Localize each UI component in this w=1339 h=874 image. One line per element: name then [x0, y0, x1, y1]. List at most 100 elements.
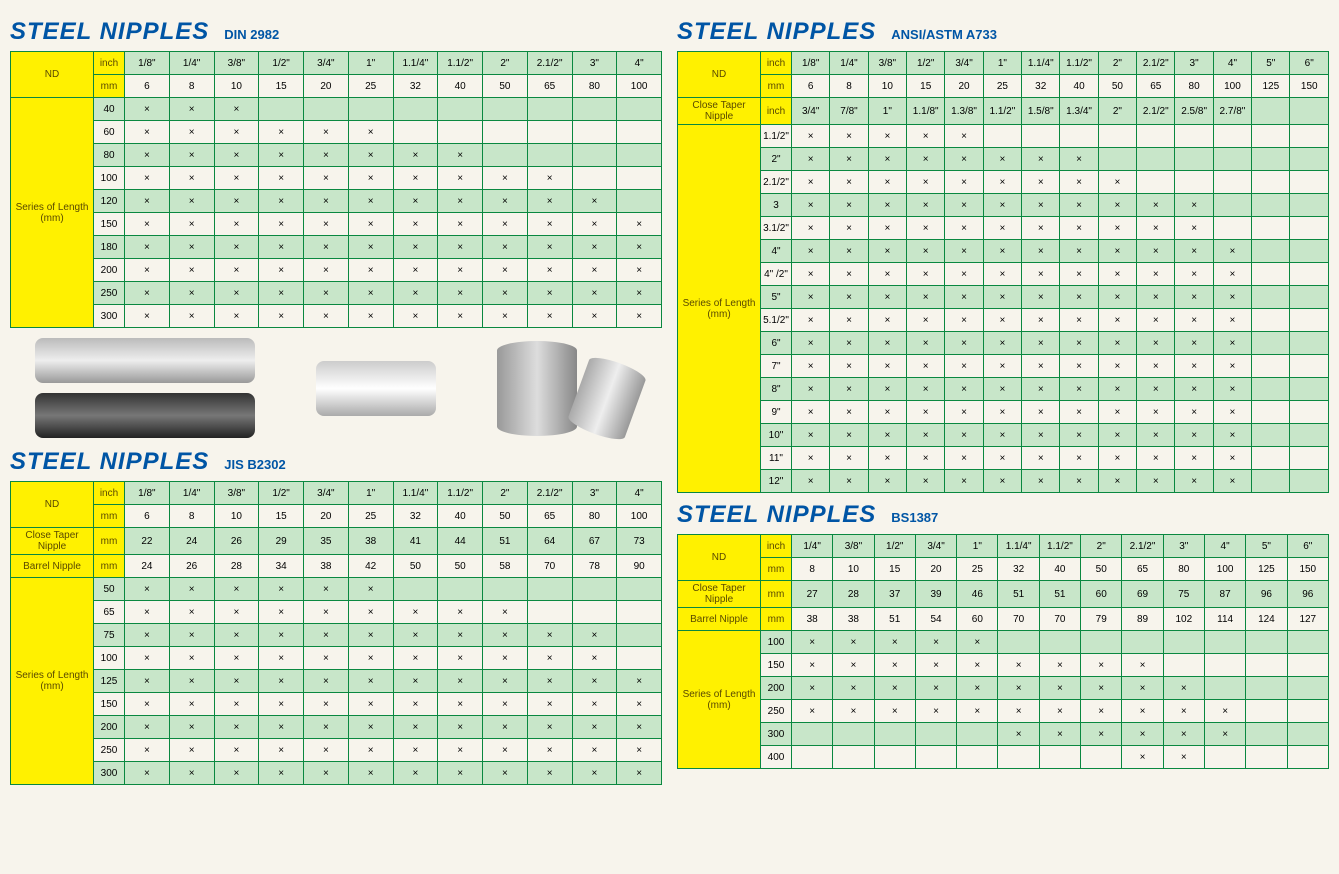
cell: × [125, 213, 170, 236]
cell: × [125, 624, 170, 647]
cell: 1.1/8" [907, 98, 945, 125]
cell [1290, 355, 1329, 378]
cell: mm [761, 75, 792, 98]
cell: × [1060, 286, 1098, 309]
cell: × [259, 670, 304, 693]
cell: × [527, 670, 572, 693]
cell: × [304, 144, 349, 167]
cell: 4" [761, 240, 792, 263]
cell: × [945, 240, 983, 263]
cell: × [1213, 424, 1251, 447]
cell: × [1213, 240, 1251, 263]
cell: × [259, 121, 304, 144]
cell: 125 [1246, 558, 1287, 581]
cell: 2.5/8" [1175, 98, 1213, 125]
cell [998, 631, 1039, 654]
cell: × [214, 647, 259, 670]
cell: × [1039, 700, 1080, 723]
cell: 1" [868, 98, 906, 125]
cell: 69 [1122, 581, 1163, 608]
table-din2982: NDinch1/8"1/4"3/8"1/2"3/4"1"1.1/4"1.1/2"… [10, 51, 662, 328]
cell: 28 [833, 581, 874, 608]
cell: × [125, 121, 170, 144]
cell: 50 [94, 578, 125, 601]
cell [483, 144, 528, 167]
cell [617, 578, 662, 601]
cell: × [483, 601, 528, 624]
cell: × [304, 716, 349, 739]
cell [572, 98, 617, 121]
cell: × [1098, 286, 1136, 309]
cell: × [998, 723, 1039, 746]
cell: × [1098, 240, 1136, 263]
cell: × [1022, 401, 1060, 424]
cell: × [527, 236, 572, 259]
cell: × [483, 624, 528, 647]
cell: × [125, 98, 170, 121]
cell: × [572, 259, 617, 282]
cell: × [393, 167, 438, 190]
cell: 114 [1204, 608, 1245, 631]
cell: 1.1/2" [438, 482, 483, 505]
cell: × [1060, 378, 1098, 401]
cell: 50 [1098, 75, 1136, 98]
cell [617, 647, 662, 670]
cell: × [125, 236, 170, 259]
cell: 32 [998, 558, 1039, 581]
cell: × [792, 401, 830, 424]
cell: 1.3/4" [1060, 98, 1098, 125]
cell: × [1022, 424, 1060, 447]
cell: 1/4" [792, 535, 833, 558]
cell: 1/8" [792, 52, 830, 75]
cell: × [438, 167, 483, 190]
cell: × [1060, 332, 1098, 355]
cell [1290, 309, 1329, 332]
cell: × [868, 424, 906, 447]
cell [527, 144, 572, 167]
cell: × [438, 282, 483, 305]
left-column: STEEL NIPPLESDIN 2982 NDinch1/8"1/4"3/8"… [10, 10, 662, 785]
cell: 73 [617, 528, 662, 555]
cell: 15 [907, 75, 945, 98]
cell: × [214, 259, 259, 282]
cell: × [1175, 424, 1213, 447]
cell [1290, 332, 1329, 355]
cell: × [957, 654, 998, 677]
cell [915, 746, 956, 769]
right-column: STEEL NIPPLESANSI/ASTM A733 NDinch1/8"1/… [677, 10, 1329, 785]
cell: × [945, 217, 983, 240]
cell: × [169, 190, 214, 213]
cell [572, 167, 617, 190]
cell: × [169, 601, 214, 624]
cell: × [1022, 378, 1060, 401]
cell: × [792, 263, 830, 286]
bn-header: Barrel Nipple [11, 555, 94, 578]
cell: × [830, 470, 868, 493]
cell [1081, 631, 1122, 654]
cell: × [1213, 286, 1251, 309]
cell: × [259, 305, 304, 328]
cell: × [125, 693, 170, 716]
cell: × [572, 739, 617, 762]
cell: 2" [1098, 98, 1136, 125]
cell: × [125, 670, 170, 693]
cell [1246, 654, 1287, 677]
cell: × [945, 125, 983, 148]
cell [1290, 286, 1329, 309]
nipple-image-4 [497, 341, 577, 436]
cell: × [874, 700, 915, 723]
cell [1060, 125, 1098, 148]
cell [527, 98, 572, 121]
cell: × [1175, 263, 1213, 286]
cell [1290, 447, 1329, 470]
cell: 89 [1122, 608, 1163, 631]
cell [1081, 746, 1122, 769]
cell: 3" [572, 52, 617, 75]
cell: × [304, 121, 349, 144]
cell: × [169, 121, 214, 144]
cell [617, 601, 662, 624]
cell: × [438, 305, 483, 328]
cell [792, 723, 833, 746]
cell: × [957, 677, 998, 700]
cell: 8" [761, 378, 792, 401]
